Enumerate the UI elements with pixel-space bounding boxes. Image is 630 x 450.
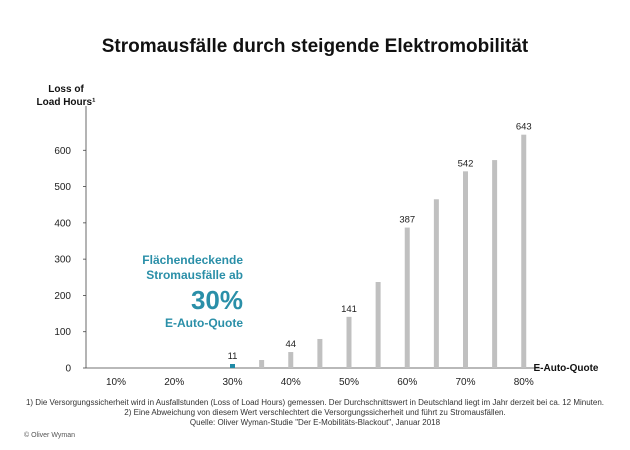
x-axis-label: E-Auto-Quote <box>534 363 599 374</box>
data-labels: 11 44 141 387 542 643 <box>228 122 532 362</box>
bar <box>433 199 439 368</box>
data-label: 387 <box>399 215 415 226</box>
data-label: 141 <box>341 304 357 315</box>
data-label: 11 <box>228 351 238 362</box>
source-note: Quelle: Oliver Wyman-Studie "Der E-Mobil… <box>190 418 441 427</box>
x-tick-label: 70% <box>455 377 475 388</box>
y-tick-label: 100 <box>54 327 71 338</box>
bar <box>375 282 381 368</box>
footnote-1: 1) Die Versorgungssicherheit wird in Aus… <box>26 398 604 407</box>
x-tick-label: 50% <box>339 377 359 388</box>
bar <box>288 352 294 368</box>
bar <box>317 338 323 368</box>
y-tick-label: 300 <box>54 255 71 266</box>
bars <box>230 134 527 368</box>
x-tick-label: 40% <box>281 377 301 388</box>
callout-line3: E-Auto-Quote <box>165 316 243 330</box>
y-ticks: 0 100 200 300 400 500 600 <box>54 146 86 375</box>
bar <box>463 171 468 368</box>
callout-line1: Flächendeckende <box>142 253 243 267</box>
bar <box>230 364 235 368</box>
callout-line2: Stromausfälle ab <box>146 268 243 282</box>
bar <box>492 160 498 368</box>
bar <box>346 316 352 368</box>
data-label: 643 <box>516 122 532 133</box>
x-tick-label: 60% <box>397 377 417 388</box>
x-tick-label: 80% <box>514 377 534 388</box>
footnote-2: 2) Eine Abweichung von diesem Wert versc… <box>124 408 505 417</box>
chart-title: Stromausfälle durch steigende Elektromob… <box>102 36 529 57</box>
y-tick-label: 600 <box>54 146 71 157</box>
bar <box>404 227 410 368</box>
data-label: 44 <box>285 339 296 350</box>
x-tick-label: 20% <box>164 377 184 388</box>
x-tick-label: 10% <box>106 377 126 388</box>
callout-percent: 30% <box>191 285 243 315</box>
bar <box>521 134 527 368</box>
y-axis-label-line2: Load Hours¹ <box>37 97 97 108</box>
bar <box>259 360 265 368</box>
copyright: © Oliver Wyman <box>24 431 75 439</box>
data-label: 542 <box>458 158 474 169</box>
y-tick-label: 200 <box>54 291 71 302</box>
y-tick-label: 400 <box>54 218 71 229</box>
x-ticks: 10% 20% 30% 40% 50% 60% 70% 80% <box>106 377 534 388</box>
x-tick-label: 30% <box>222 377 242 388</box>
y-tick-label: 0 <box>65 364 71 375</box>
y-axis-label-line1: Loss of <box>48 84 84 95</box>
y-tick-label: 500 <box>54 182 71 193</box>
